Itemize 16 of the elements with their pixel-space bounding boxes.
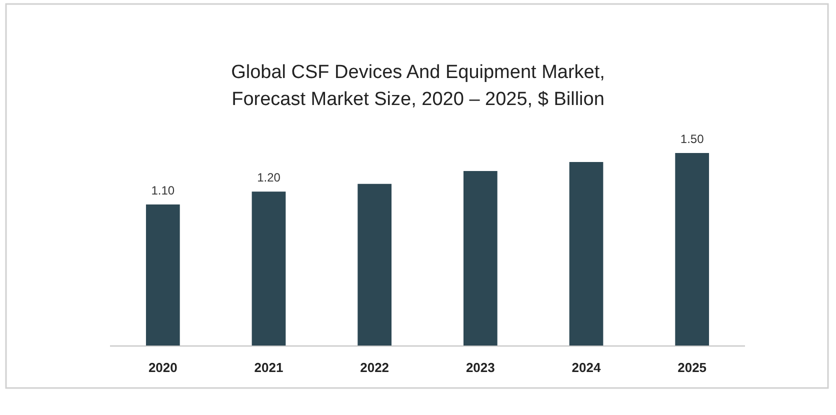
x-tick-label: 2022 bbox=[360, 360, 390, 375]
chart-title: Global CSF Devices And Equipment Market, Forecast Market Size, 2020 – 2025, $ Billion bbox=[231, 62, 605, 110]
bar bbox=[146, 204, 180, 346]
x-tick-label: 2024 bbox=[572, 360, 602, 375]
x-tick-label: 2021 bbox=[254, 360, 284, 375]
data-label: 1.20 bbox=[257, 170, 281, 185]
bar bbox=[358, 184, 392, 346]
data-label: 1.10 bbox=[151, 183, 175, 198]
bar bbox=[675, 153, 710, 346]
x-tick-label: 2025 bbox=[678, 360, 707, 375]
bar bbox=[463, 171, 498, 346]
x-tick-label: 2023 bbox=[466, 360, 495, 375]
bar bbox=[252, 192, 286, 346]
bar bbox=[569, 162, 604, 346]
data-label: 1.50 bbox=[680, 132, 704, 146]
x-tick-label: 2020 bbox=[148, 360, 178, 375]
